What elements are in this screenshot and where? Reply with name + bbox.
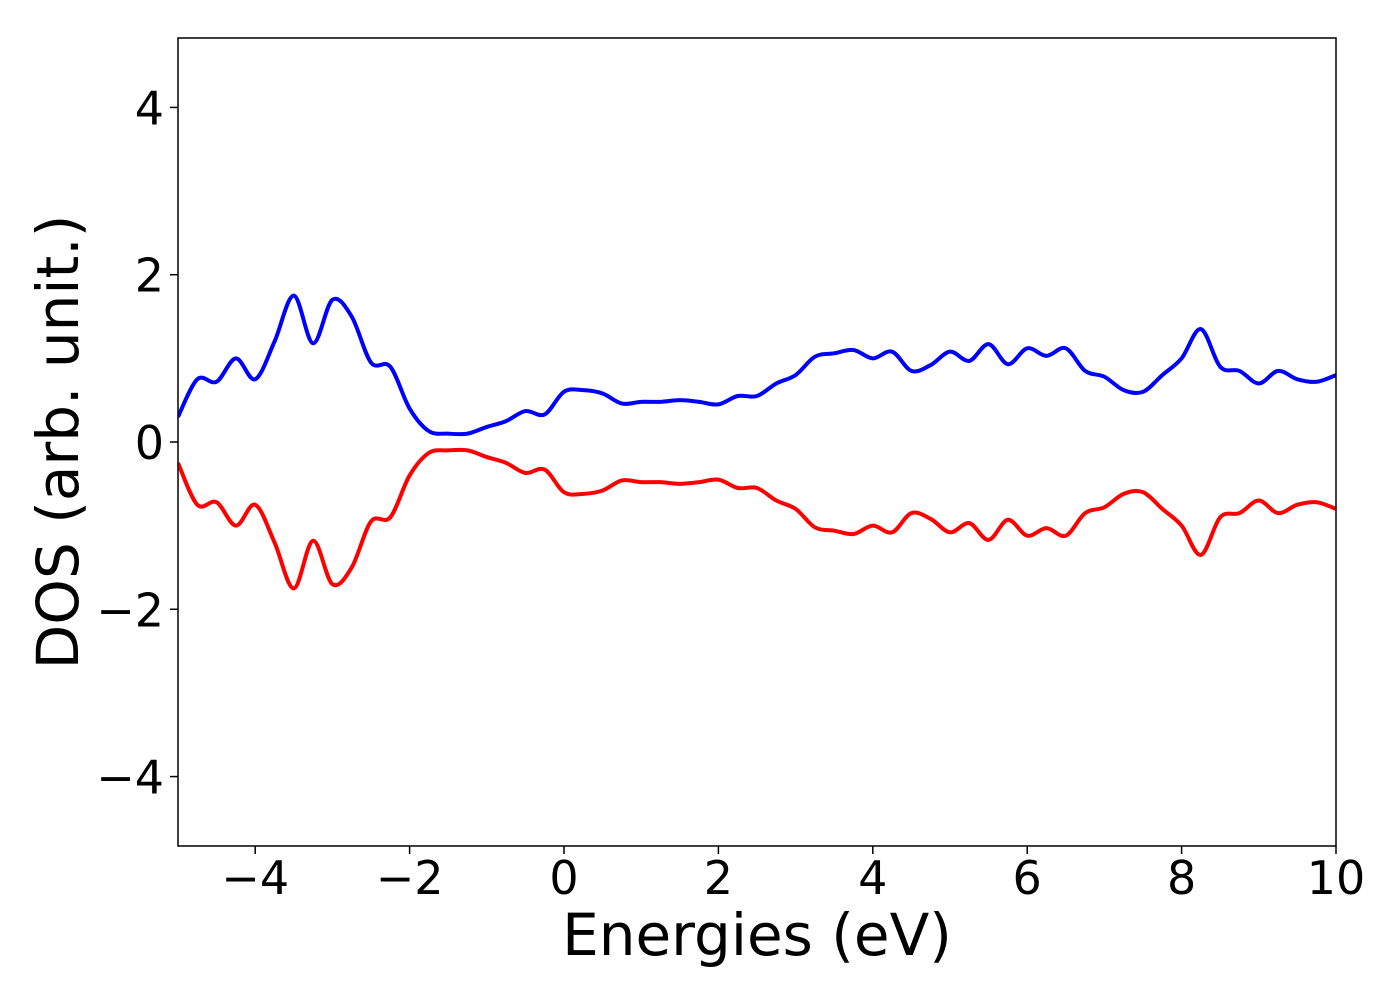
line-series	[178, 293, 1336, 437]
x-tick-label: −2	[376, 851, 444, 905]
y-tick-label: 4	[135, 81, 164, 135]
x-tick-label: 8	[1167, 851, 1196, 905]
x-tick-label: 6	[1013, 851, 1042, 905]
x-tick-label: 2	[704, 851, 733, 905]
x-tick-label: 10	[1307, 851, 1366, 905]
y-tick-label: 0	[135, 416, 164, 470]
x-tick-label: 4	[858, 851, 887, 905]
y-axis-label: DOS (arb. unit.)	[24, 215, 92, 670]
x-axis-label: Energies (eV)	[562, 901, 952, 969]
x-tick-label: −4	[221, 851, 289, 905]
line-series	[178, 447, 1336, 591]
y-tick-label: −4	[96, 751, 164, 805]
plot-frame	[177, 37, 1337, 847]
y-tick-label: −2	[96, 583, 164, 637]
x-tick-label: 0	[549, 851, 578, 905]
y-tick-label: 2	[135, 249, 164, 303]
